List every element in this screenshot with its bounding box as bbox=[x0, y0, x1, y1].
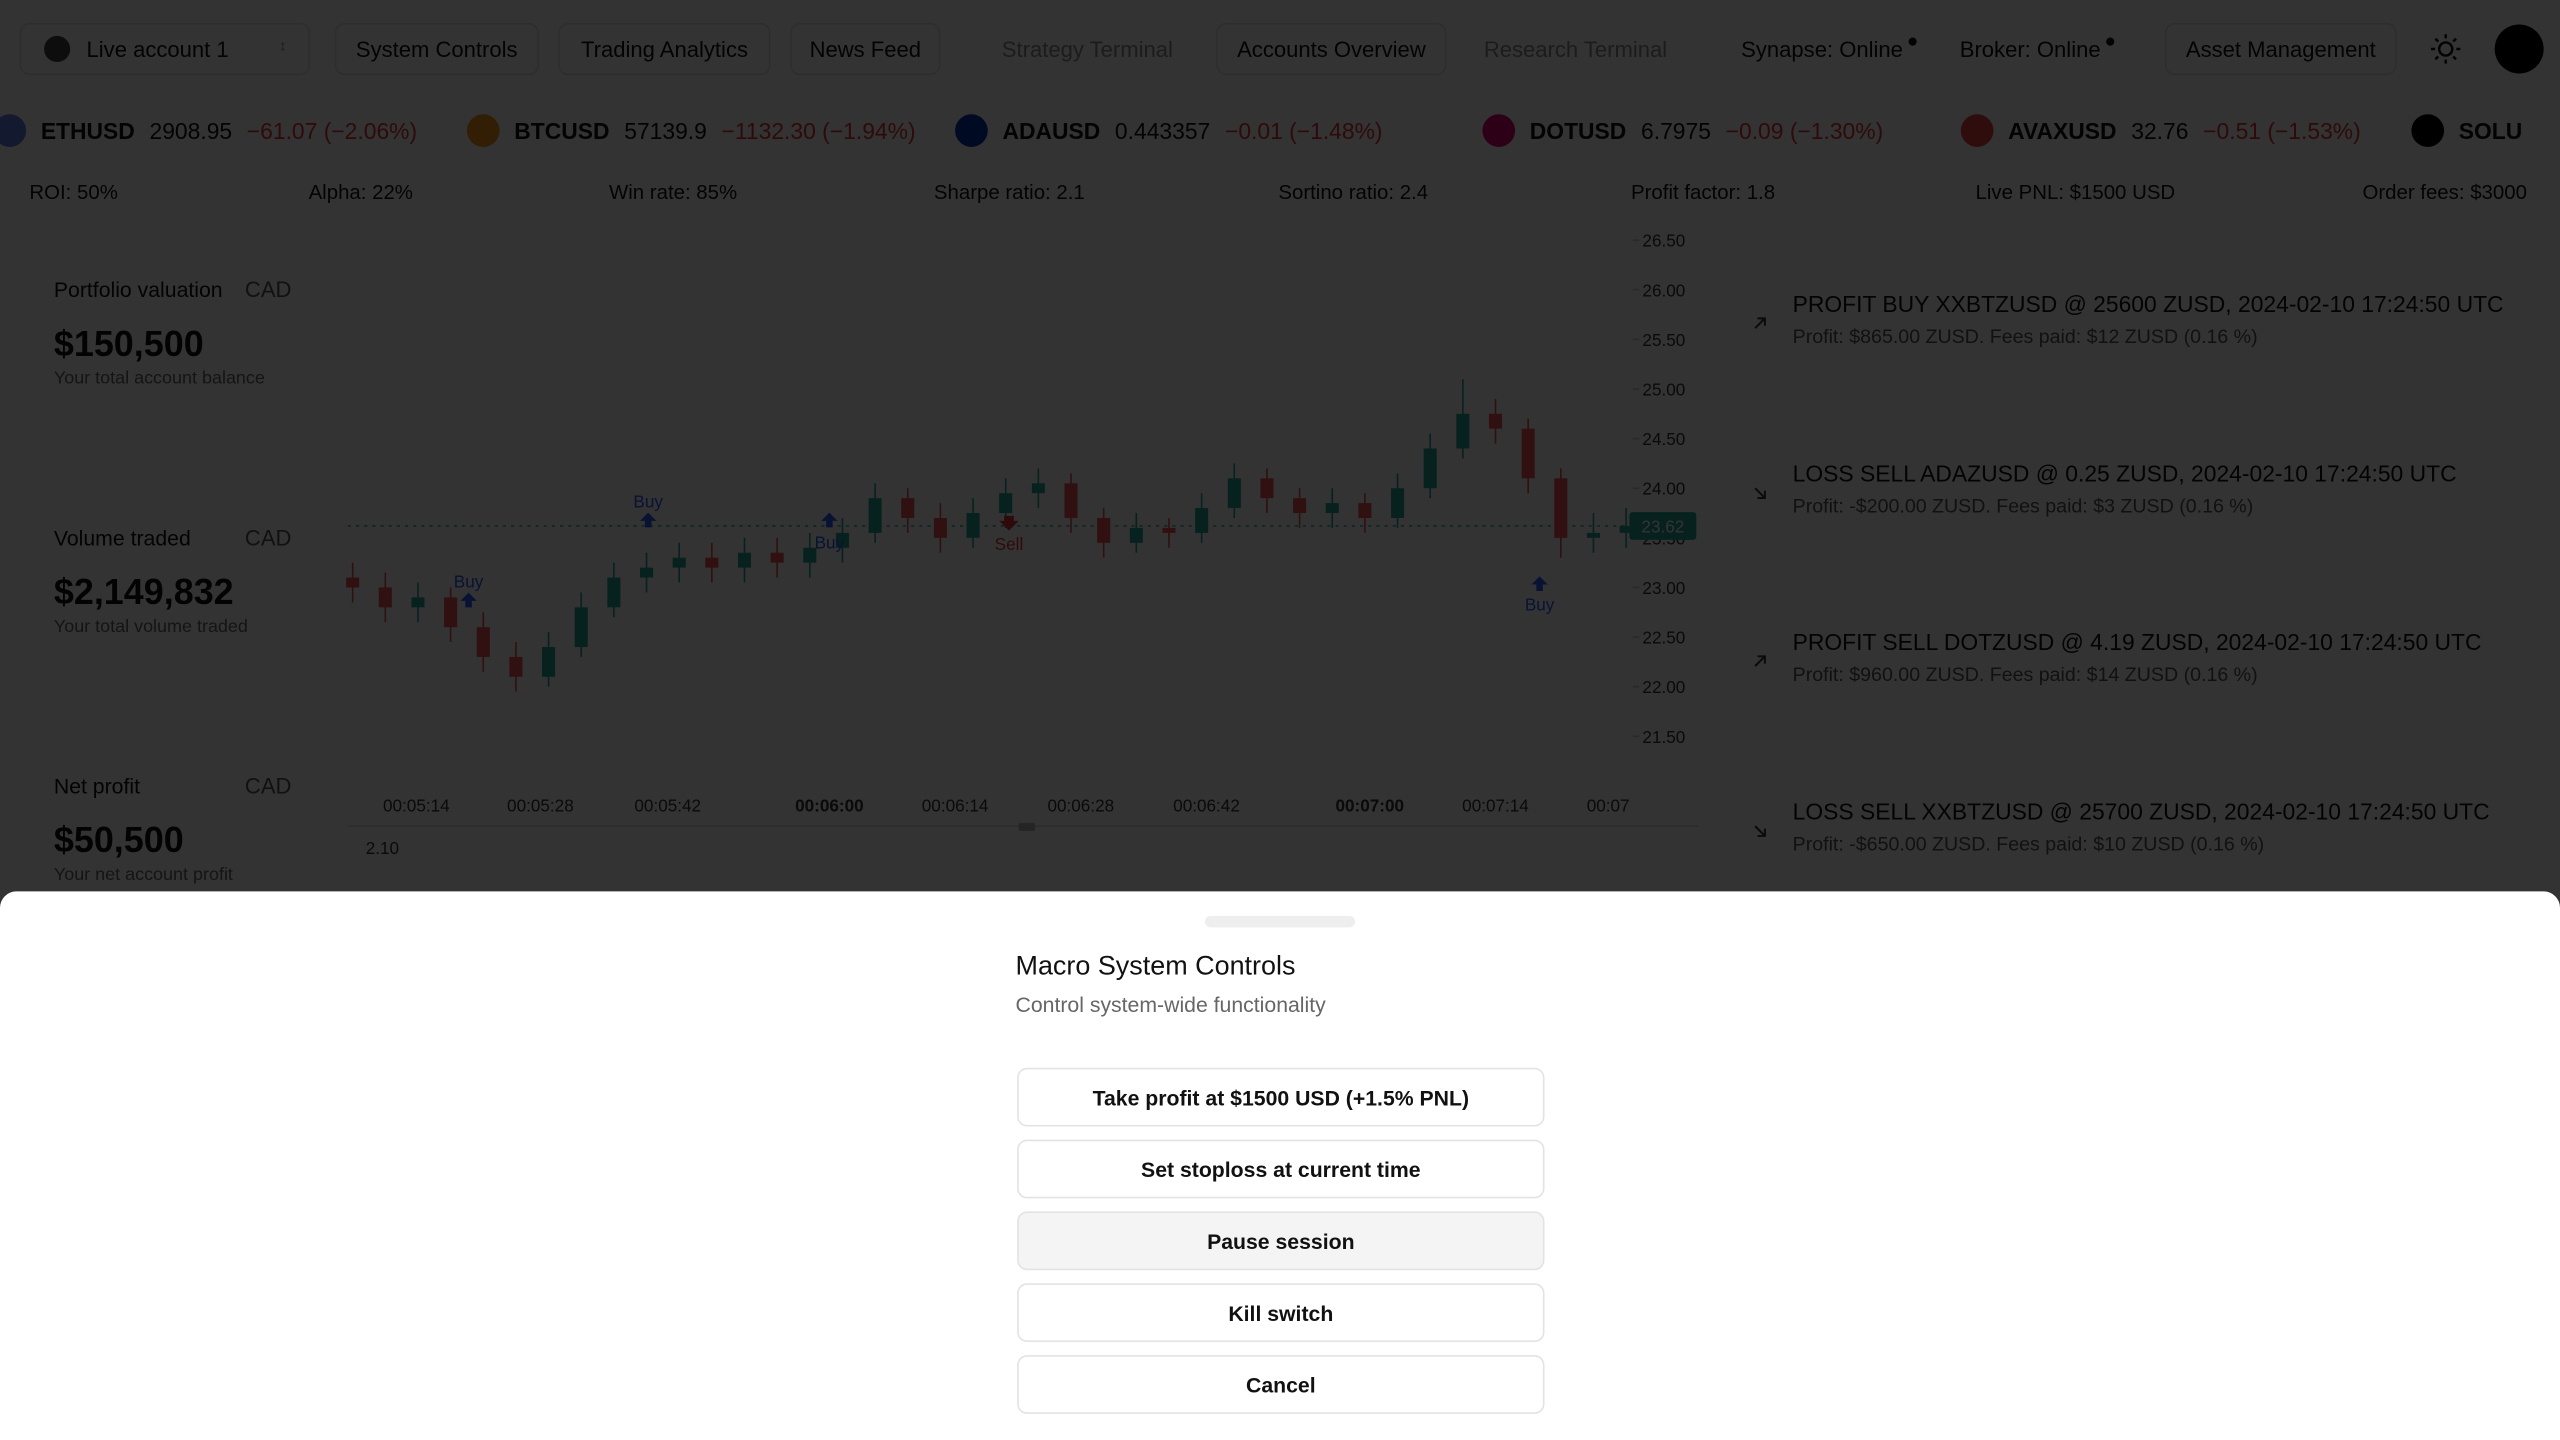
action-button[interactable]: Pause session bbox=[1017, 1211, 1545, 1271]
bottom-sheet: Macro System Controls Control system-wide… bbox=[0, 891, 2560, 1440]
action-button[interactable]: Cancel bbox=[1017, 1355, 1545, 1414]
modal-title: Macro System Controls bbox=[1015, 951, 1296, 982]
drag-handle[interactable] bbox=[1204, 915, 1356, 928]
action-button[interactable]: Take profit at $1500 USD (+1.5% PNL) bbox=[1017, 1067, 1545, 1127]
modal-subtitle: Control system-wide functionality bbox=[1015, 992, 1326, 1018]
action-button[interactable]: Kill switch bbox=[1017, 1283, 1545, 1343]
action-button[interactable]: Set stoploss at current time bbox=[1017, 1139, 1545, 1199]
